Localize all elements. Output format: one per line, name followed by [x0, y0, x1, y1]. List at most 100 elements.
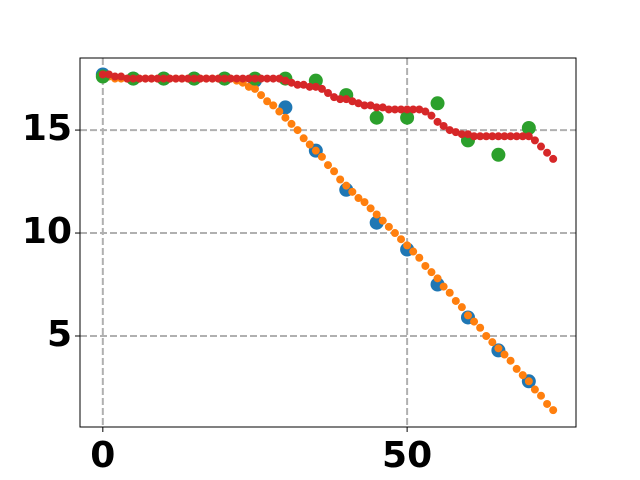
point: [281, 76, 290, 85]
point: [171, 74, 180, 83]
point: [530, 385, 539, 394]
point: [281, 113, 290, 122]
point: [488, 338, 497, 347]
point: [165, 74, 174, 83]
point: [342, 95, 351, 104]
point: [549, 406, 558, 415]
point: [190, 74, 199, 83]
point: [457, 130, 466, 139]
plot-area: [80, 58, 576, 427]
point: [250, 74, 259, 83]
point: [415, 253, 424, 262]
point: [512, 364, 521, 373]
point: [421, 261, 430, 270]
point: [537, 142, 546, 151]
point: [226, 74, 235, 83]
point: [427, 111, 436, 120]
point: [305, 82, 314, 91]
point: [293, 126, 302, 135]
y-tick-label: 15: [22, 108, 72, 149]
point: [196, 74, 205, 83]
point: [430, 96, 445, 111]
point: [263, 97, 272, 106]
point: [500, 132, 509, 141]
point: [269, 101, 278, 110]
point: [397, 235, 406, 244]
point: [524, 132, 533, 141]
point: [305, 140, 314, 149]
point: [518, 371, 527, 380]
point: [117, 72, 126, 81]
point: [250, 84, 259, 93]
point: [153, 74, 162, 83]
point: [397, 105, 406, 114]
point: [506, 356, 515, 365]
point: [184, 74, 193, 83]
point: [384, 105, 393, 114]
point: [354, 194, 363, 203]
point: [202, 74, 211, 83]
point: [330, 167, 339, 176]
point: [330, 93, 339, 102]
point: [214, 74, 223, 83]
point: [263, 74, 272, 83]
point: [543, 148, 552, 157]
point: [400, 110, 415, 125]
point: [287, 119, 296, 128]
point: [287, 78, 296, 87]
point: [372, 210, 381, 219]
point: [427, 268, 436, 277]
point: [451, 296, 460, 305]
marks: [95, 67, 558, 415]
point: [342, 181, 351, 190]
point: [208, 74, 217, 83]
point: [135, 74, 144, 83]
point: [476, 132, 485, 141]
point: [403, 105, 412, 114]
point: [317, 84, 326, 93]
point: [372, 103, 381, 112]
point: [129, 74, 138, 83]
point: [549, 154, 558, 163]
point: [348, 97, 357, 106]
point: [360, 101, 369, 110]
point: [232, 74, 241, 83]
point: [123, 74, 132, 83]
point: [384, 222, 393, 231]
point: [299, 134, 308, 143]
point: [159, 74, 168, 83]
point: [451, 128, 460, 137]
point: [512, 132, 521, 141]
x-tick-label: 50: [382, 435, 432, 476]
point: [524, 377, 533, 386]
point: [244, 82, 253, 91]
point: [275, 74, 284, 83]
point: [463, 311, 472, 320]
point: [390, 229, 399, 238]
point: [293, 80, 302, 89]
point: [482, 132, 491, 141]
point: [403, 241, 412, 250]
point: [521, 121, 536, 136]
point: [354, 99, 363, 108]
x-tick-label: 0: [90, 435, 115, 476]
point: [141, 74, 150, 83]
point: [415, 105, 424, 114]
point: [409, 247, 418, 256]
point: [421, 107, 430, 116]
point: [470, 317, 479, 326]
y-tick-label: 10: [22, 211, 72, 252]
point: [491, 147, 506, 162]
point: [348, 187, 357, 196]
point: [98, 70, 107, 79]
point: [439, 282, 448, 291]
point: [336, 95, 345, 104]
point: [324, 89, 332, 98]
point: [336, 175, 345, 184]
plot-frame: [79, 57, 577, 428]
point: [360, 198, 369, 207]
point: [445, 126, 454, 135]
point: [366, 101, 375, 110]
point: [537, 391, 546, 400]
